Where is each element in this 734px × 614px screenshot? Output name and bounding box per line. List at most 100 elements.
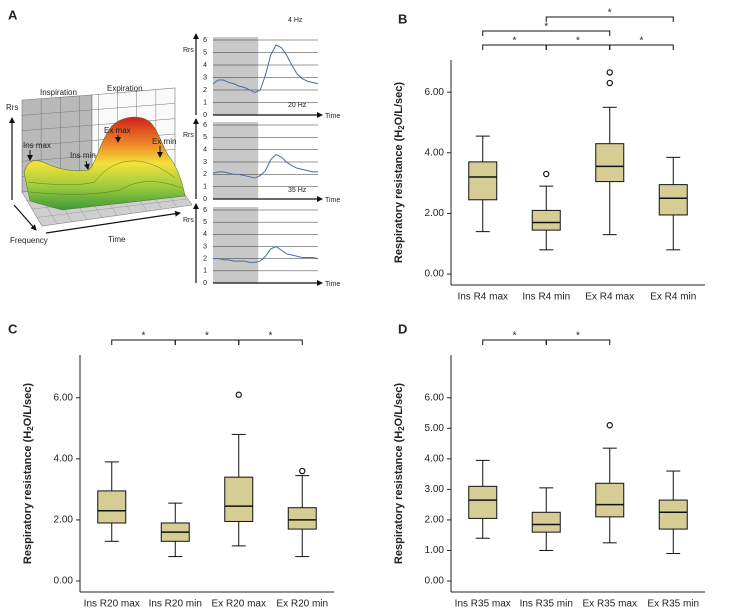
y-tick-label: 0.00	[54, 576, 74, 587]
y-tick-label: 0	[203, 112, 207, 119]
point-label: Ex max	[104, 126, 131, 135]
y-axis-label: Respiratory resistance (H2O/L/sec)	[22, 383, 35, 564]
x-tick-label: Ins R4 max	[457, 292, 508, 303]
significance-label: *	[205, 331, 209, 342]
frequency-arrow	[13, 204, 37, 231]
box	[595, 482, 625, 518]
significance-bracket	[609, 44, 674, 50]
y-tick-label: 4	[203, 62, 207, 69]
y-tick-label: 6.00	[425, 392, 445, 403]
line	[212, 154, 318, 179]
y-tick-label: 2	[203, 171, 207, 178]
y-axis-label-part: 2	[26, 426, 35, 431]
box	[287, 507, 317, 530]
y-axis-label-part: O/L/sec)	[393, 82, 405, 126]
y-tick-label: 3	[203, 159, 207, 166]
y-axis-label: Rrs	[183, 132, 194, 139]
panel-letter: B	[398, 11, 407, 26]
x-axis-label: Time	[325, 281, 340, 288]
significance-label: *	[576, 331, 580, 342]
x-tick-label: Ins R20 max	[84, 599, 140, 610]
point-label: Ins max	[23, 141, 51, 150]
axis-label: Frequency	[10, 236, 48, 245]
y-tick-label: 0	[203, 196, 207, 203]
significance-bracket	[545, 339, 611, 345]
x-tick-label: Ins R20 min	[149, 599, 202, 610]
y-tick-label: 3	[203, 74, 207, 81]
outlier	[606, 79, 613, 87]
y-axis-label: Rrs	[183, 217, 194, 224]
y-axis-label-part: 2	[397, 426, 406, 431]
y-tick-label: 4.00	[54, 453, 74, 464]
y-tick-label: 5.00	[425, 423, 445, 434]
significance-bracket	[545, 16, 674, 22]
outlier	[543, 170, 550, 178]
time-arrow	[45, 210, 181, 234]
y-tick-label: 1	[203, 268, 207, 275]
box	[531, 209, 561, 231]
y-tick-label: 2	[203, 87, 207, 94]
box	[97, 490, 127, 524]
y-tick-label: 6	[203, 207, 207, 214]
x-tick-label: Ex R4 min	[650, 292, 696, 303]
significance-label: *	[640, 36, 644, 47]
y-axis-label-part: Respiratory resistance (H	[393, 130, 405, 263]
y-axis-label-part: O/L/sec)	[22, 383, 34, 427]
y-tick-label: 6	[203, 122, 207, 129]
y-axis-label: Respiratory resistance (H2O/L/sec)	[393, 82, 406, 263]
y-axis-label-part: 2	[397, 125, 406, 130]
y-tick-label: 4.00	[425, 147, 445, 158]
chart-title: 35 Hz	[288, 187, 307, 194]
y-tick-label: 1.00	[425, 545, 445, 556]
y-tick-label: 2.00	[54, 515, 74, 526]
pointer	[83, 160, 90, 170]
wall-grid	[21, 103, 176, 116]
x-tick-label: Ex R4 max	[585, 292, 634, 303]
box	[595, 143, 625, 183]
y-tick-label: 2.00	[425, 515, 445, 526]
box	[658, 499, 688, 530]
y-axis-label: Rrs	[183, 47, 194, 54]
outlier	[299, 467, 306, 475]
box	[531, 511, 561, 533]
box	[468, 161, 498, 201]
y-axis-label-part: Respiratory resistance (H	[393, 431, 405, 564]
outlier	[606, 69, 613, 76]
point-label: Ex min	[152, 137, 176, 146]
y-tick-label: 0.00	[425, 576, 445, 587]
y-tick-label: 0.00	[425, 269, 445, 280]
y-tick-label: 3.00	[425, 484, 445, 495]
y-tick-label: 6.00	[54, 392, 74, 403]
significance-bracket	[482, 30, 611, 36]
surface	[23, 116, 186, 211]
y-tick-label: 6	[203, 37, 207, 44]
significance-label: *	[513, 36, 517, 47]
x-tick-label: Ex R35 max	[583, 599, 637, 610]
axis-label: Time	[108, 235, 126, 244]
x-tick-label: Ins R35 min	[520, 599, 573, 610]
y-axis-label-part: Respiratory resistance (H	[22, 431, 34, 564]
y-axis-label: Respiratory resistance (H2O/L/sec)	[393, 383, 406, 564]
x-axis-label: Time	[325, 113, 340, 120]
outlier	[235, 391, 242, 398]
y-tick-label: 6.00	[425, 87, 445, 98]
x-tick-label: Ins R4 min	[522, 292, 570, 303]
y-tick-label: 3	[203, 243, 207, 250]
y-tick-label: 2	[203, 256, 207, 263]
x-tick-label: Ex R20 min	[276, 599, 328, 610]
phase-label: Expiration	[107, 84, 143, 93]
box	[658, 184, 688, 216]
axis-label: Rrs	[6, 103, 18, 112]
y-tick-label: 1	[203, 99, 207, 106]
significance-label: *	[608, 8, 612, 19]
surface-illustration: A Rrs Inspiration Expiration Ex max Ins …	[6, 7, 193, 245]
x-tick-label: Ins R35 max	[455, 599, 511, 610]
significance-label: *	[269, 331, 273, 342]
box	[224, 476, 254, 522]
box	[468, 485, 498, 519]
x-tick-label: Ex R35 min	[647, 599, 699, 610]
panel-letter: D	[398, 321, 407, 336]
point-label: Ins min	[70, 151, 96, 160]
wall-grid	[21, 118, 176, 131]
inspiration-shade	[213, 122, 259, 199]
